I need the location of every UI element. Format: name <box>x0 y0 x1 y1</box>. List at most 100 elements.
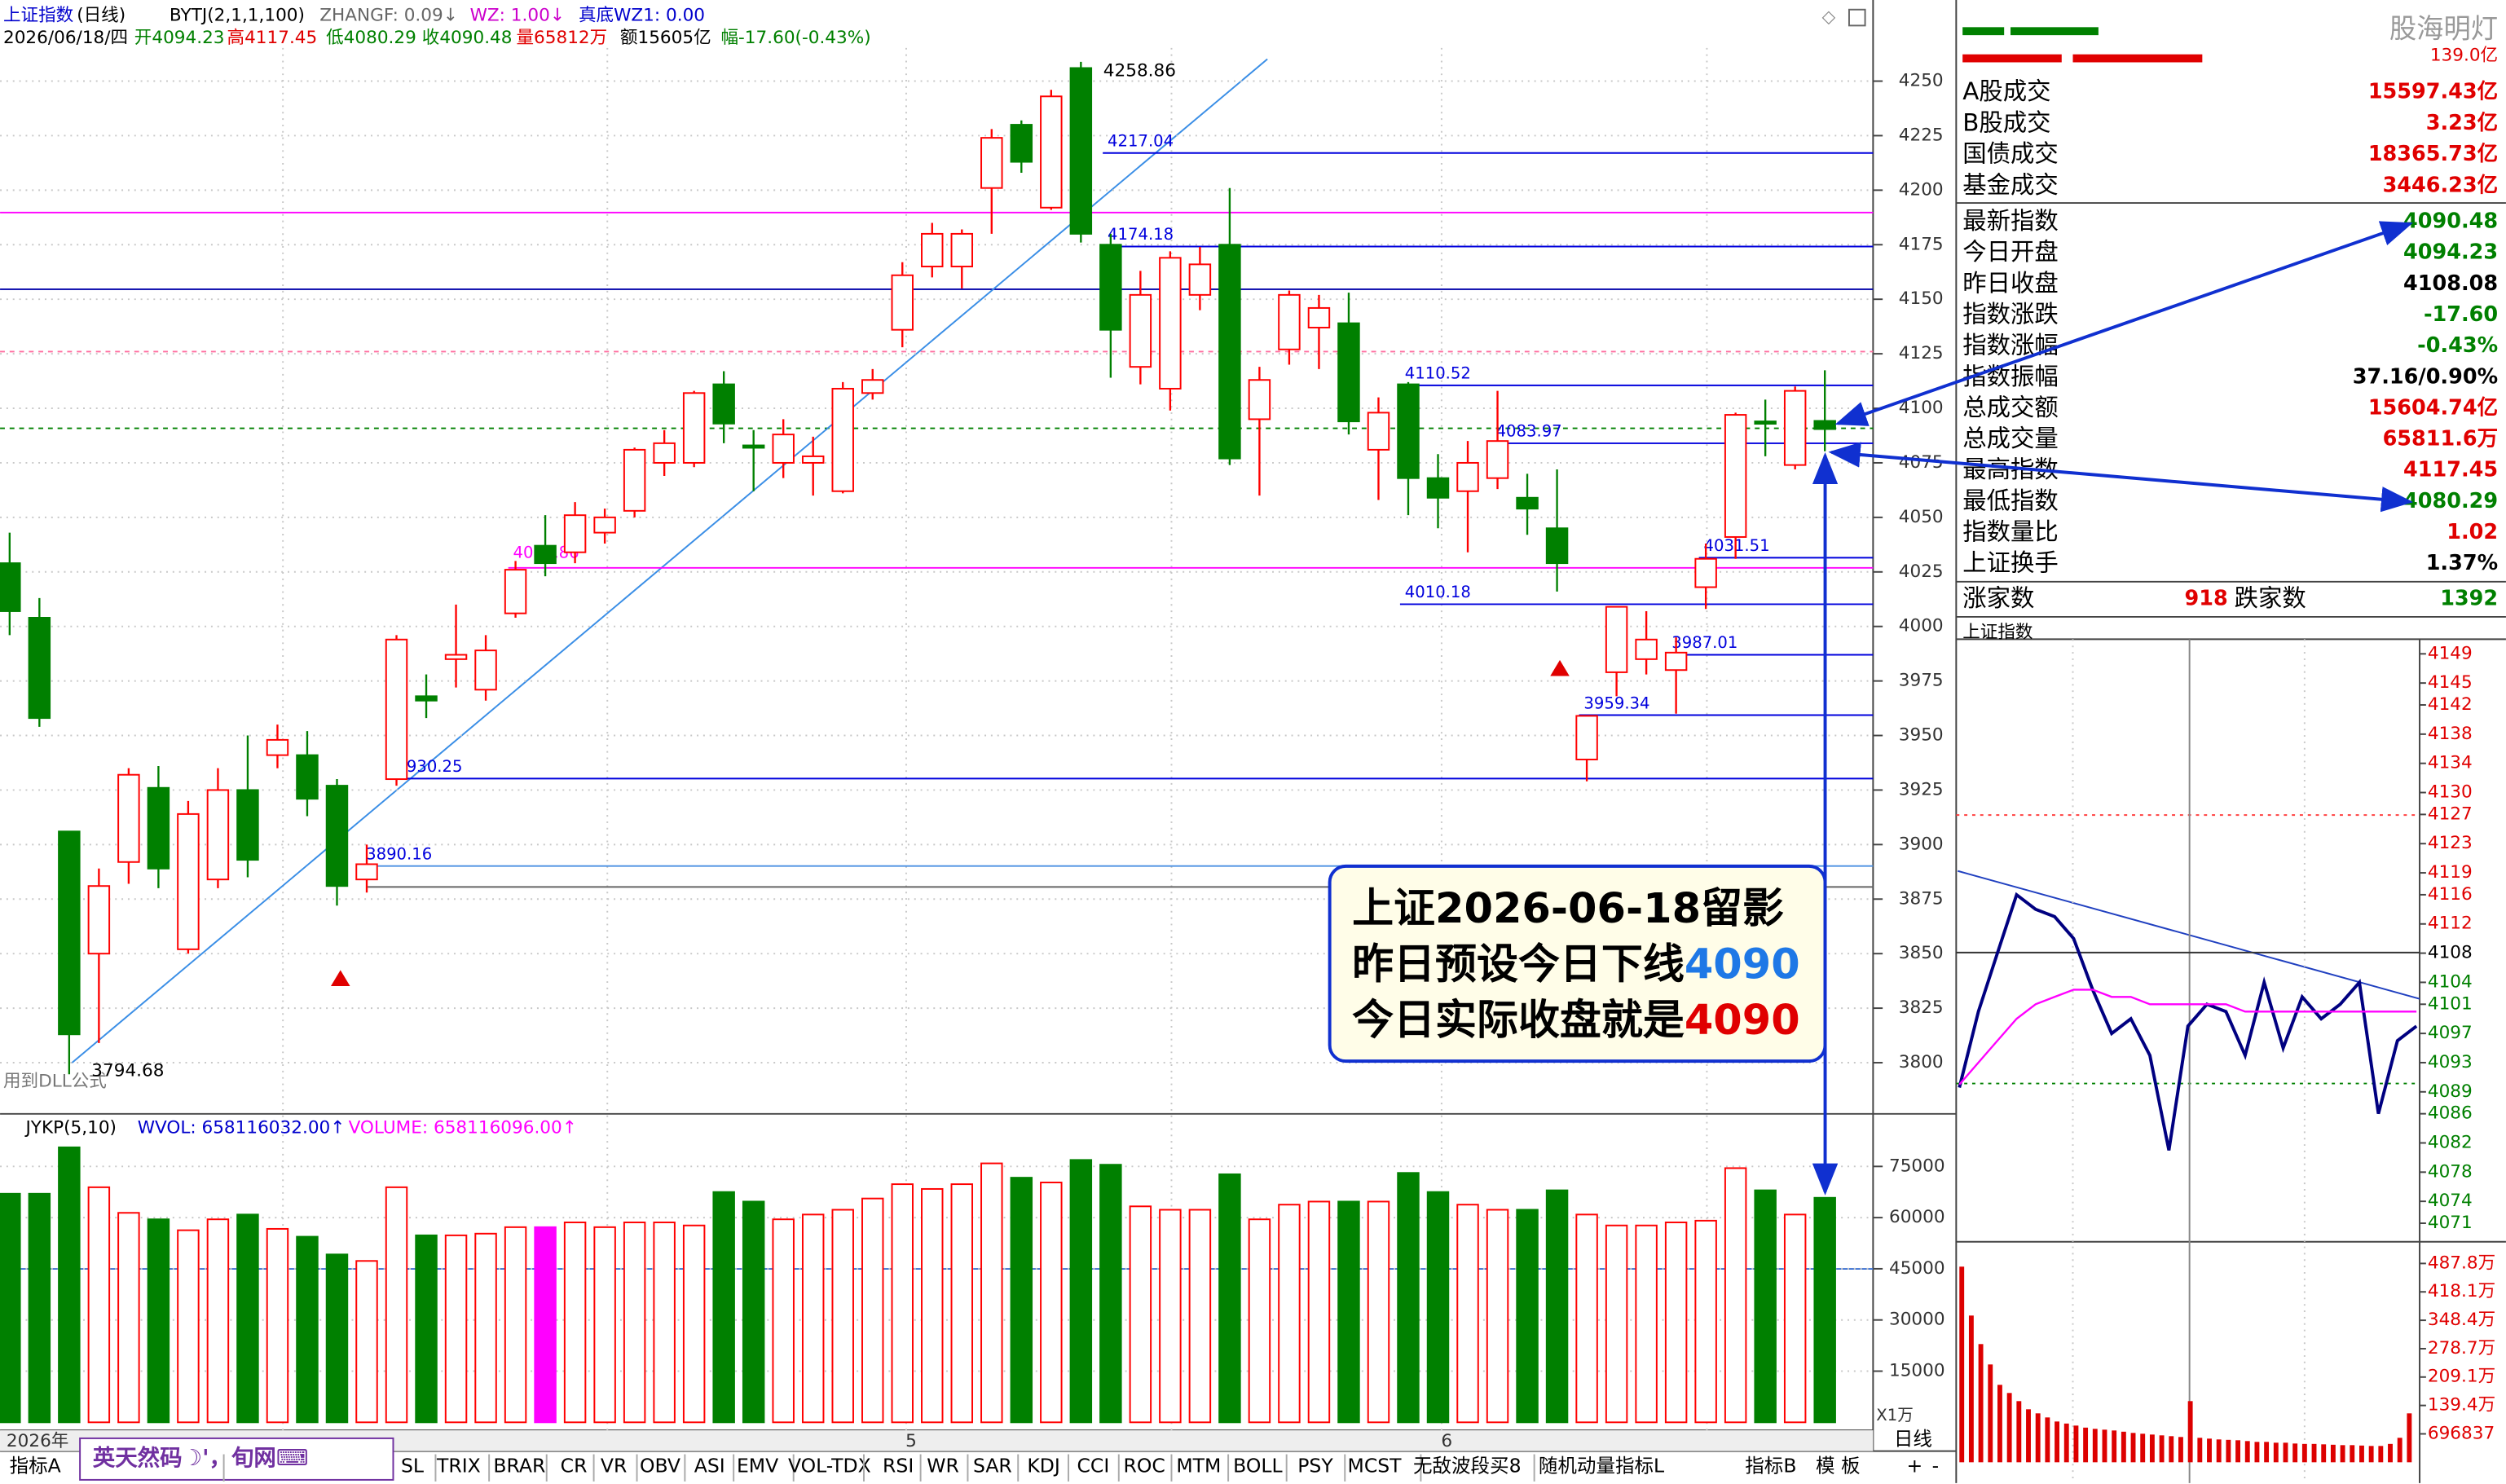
intraday-volume-bar <box>2073 1425 2079 1463</box>
candle-body <box>1486 440 1509 479</box>
volume-title: JYKP(5,10) <box>24 1117 117 1138</box>
down-label: 跌家数 <box>2235 584 2306 612</box>
candle-body <box>147 786 170 870</box>
tab[interactable]: BRAR <box>493 1455 545 1477</box>
tab[interactable]: OBV <box>640 1455 680 1477</box>
volume-bar <box>1069 1159 1093 1424</box>
row-label: 上证换手 <box>1962 549 2059 577</box>
row-label: 指数涨幅 <box>1962 332 2059 359</box>
candle-body <box>1278 293 1301 350</box>
candle-body <box>177 812 200 950</box>
y-tick-label: 4142 <box>2428 694 2473 715</box>
y-tick-label: 60000 <box>1889 1207 1945 1227</box>
y-tick-label: 4130 <box>2428 782 2473 803</box>
button[interactable]: 日线 <box>1894 1427 1932 1450</box>
tab[interactable]: SAR <box>973 1455 1012 1477</box>
candle-body <box>772 434 795 464</box>
candle-body <box>1129 293 1152 368</box>
candle-body <box>563 514 587 553</box>
volume-bar <box>1813 1196 1836 1424</box>
header-text: 幅-17.60(-0.43%) <box>720 28 870 48</box>
intraday-volume-bar <box>2130 1433 2136 1463</box>
up-count: 918 <box>2185 586 2228 610</box>
level-label: 4031.51 <box>1704 536 1770 555</box>
intraday-volume-bar <box>2273 1442 2279 1463</box>
tab[interactable]: RSI <box>883 1455 914 1477</box>
intraday-line <box>1958 892 2418 1151</box>
tab[interactable]: VR <box>601 1455 627 1477</box>
candle-body <box>1307 306 1331 328</box>
diamond-icon[interactable]: ◇ <box>1822 7 1836 28</box>
volume-bar <box>1575 1213 1598 1424</box>
y-tick-label: 4138 <box>2428 724 2473 744</box>
footnote: 用到DLL公式 <box>3 1072 107 1092</box>
tab[interactable]: KDJ <box>1027 1455 1059 1477</box>
y-tick-label: 4127 <box>2428 804 2473 824</box>
candle-body <box>801 455 825 464</box>
candle-body <box>385 638 408 781</box>
y-tick-label: 4149 <box>2428 643 2473 663</box>
tab[interactable]: ASI <box>694 1455 725 1477</box>
volume-bar <box>593 1226 616 1424</box>
tab[interactable]: CCI <box>1077 1455 1110 1477</box>
tab[interactable]: PSY <box>1297 1455 1333 1477</box>
button[interactable]: + <box>1907 1455 1923 1477</box>
candle-body <box>1159 257 1182 390</box>
tab[interactable]: ROC <box>1124 1455 1165 1477</box>
tab[interactable]: 无敌波段买8 <box>1413 1455 1522 1477</box>
annotation-title: 上证2026-06-18留影 <box>1352 885 1784 933</box>
candle-body <box>1367 412 1390 451</box>
y-tick-label: 4125 <box>1899 343 1944 363</box>
tab[interactable]: 模 板 <box>1816 1455 1861 1477</box>
tab[interactable]: CR <box>561 1455 588 1477</box>
tab[interactable]: 指标A <box>10 1455 61 1477</box>
volume-bar <box>921 1187 944 1424</box>
volume-bar <box>28 1192 51 1424</box>
tab[interactable]: SL <box>401 1455 424 1477</box>
y-tick-label: 4025 <box>1899 561 1944 582</box>
header-text: 开4094.23 <box>134 28 225 48</box>
intraday-volume-bar <box>2026 1409 2031 1463</box>
annotation-value: 4090 <box>1685 940 1800 989</box>
y-tick-label: 3800 <box>1899 1052 1944 1072</box>
tab[interactable]: MTM <box>1176 1455 1221 1477</box>
header-text: 收4090.48 <box>422 28 513 48</box>
tab[interactable]: 随机动量指标L <box>1539 1455 1664 1477</box>
candle-body <box>117 773 140 863</box>
tab[interactable]: 指标B <box>1745 1455 1796 1477</box>
volume-bar <box>742 1200 765 1424</box>
header-text: (日线) <box>77 6 126 26</box>
candle-body <box>236 789 259 861</box>
header-text: BYTJ(2,1,1,100) <box>170 6 305 26</box>
volume-bar <box>653 1221 676 1424</box>
max-label: 4258.86 <box>1103 61 1176 81</box>
tab[interactable]: EMV <box>737 1455 778 1477</box>
intraday-volume-bar <box>2321 1444 2327 1463</box>
tab[interactable]: VOL-TDX <box>788 1455 871 1477</box>
intraday-volume-bar <box>2083 1427 2089 1463</box>
volume-bar <box>1099 1164 1122 1424</box>
volume-bar <box>712 1191 735 1424</box>
y-tick-label: 4200 <box>1899 179 1944 200</box>
candle-body <box>1248 379 1271 421</box>
candle-body <box>504 569 527 614</box>
y-tick-label: 278.7万 <box>2428 1338 2495 1358</box>
up-label: 涨家数 <box>1962 584 2034 612</box>
intraday-volume-bar <box>2397 1438 2403 1463</box>
tab[interactable]: MCST <box>1348 1455 1403 1477</box>
tab[interactable]: TRIX <box>436 1455 481 1477</box>
y-tick-label: 487.8万 <box>2428 1253 2495 1273</box>
tab[interactable]: BOLL <box>1233 1455 1282 1477</box>
window-icon[interactable] <box>1848 8 1866 27</box>
y-tick-label: 15000 <box>1889 1361 1945 1381</box>
tab[interactable]: WR <box>927 1455 959 1477</box>
intraday-volume-bar <box>1959 1266 1965 1463</box>
candle-body <box>623 448 646 512</box>
top-value: 139.0亿 <box>2430 46 2498 66</box>
button[interactable]: - <box>1932 1455 1940 1477</box>
row-label: 最低指数 <box>1962 487 2059 514</box>
y-tick-label: 4093 <box>2428 1052 2473 1072</box>
candle-body <box>474 650 497 691</box>
intraday-volume-bar <box>2407 1413 2412 1463</box>
y-tick-label: 4116 <box>2428 884 2473 905</box>
